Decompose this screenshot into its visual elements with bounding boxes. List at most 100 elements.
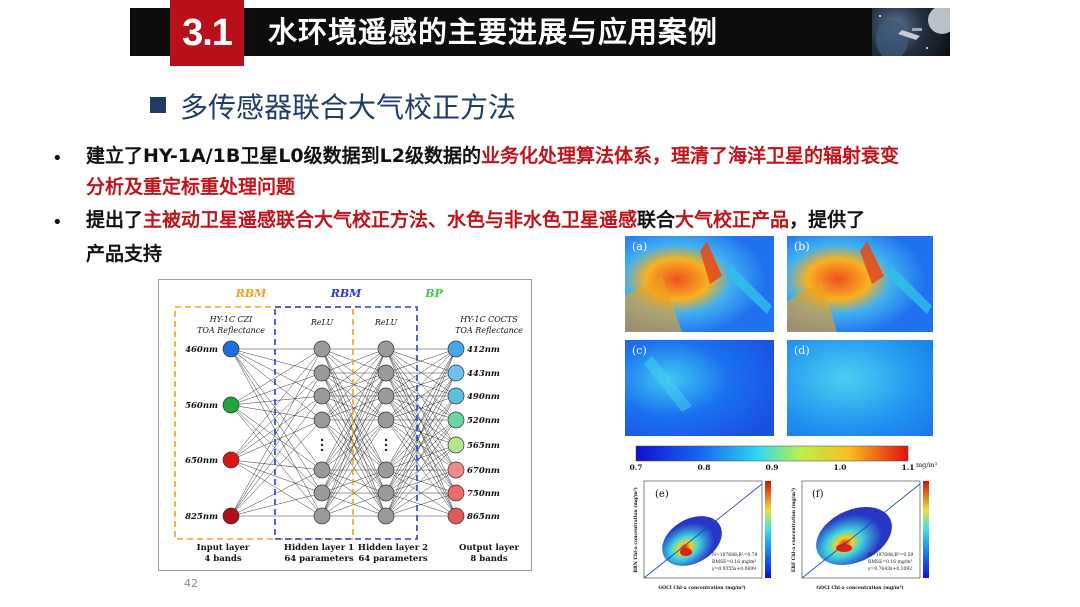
network-edge — [321, 469, 387, 494]
network-edge — [321, 469, 387, 517]
scatter-plot-f: (f) N=197688;R²=0.59 RMSE=0.16 mg/m³ y=0… — [790, 480, 929, 591]
bullet-2-line-2: 产品支持 — [86, 243, 163, 265]
network-edge — [230, 372, 323, 461]
footer-hidden1-count: 64 parameters — [284, 554, 353, 564]
scatter-f-xlabel: GOCI Chl-a concentration (mg/m³) — [816, 584, 903, 591]
map-panel-a: (a) — [625, 236, 774, 332]
hidden2-node — [377, 507, 395, 525]
output-band-label: 565nm — [467, 441, 500, 451]
hidden2-node — [377, 340, 395, 358]
panel-label-b: (b) — [794, 240, 810, 253]
network-edge — [230, 419, 323, 461]
results-figure-svg: (a) (b) (c) (d) 0.7 0.8 0.9 1.0 1.1 mg/m… — [625, 236, 938, 591]
scatter-f-ylabel: ERF Chl-a concentration (mg/m³) — [790, 488, 797, 572]
section-subtitle: 多传感器联合大气校正方法 — [180, 91, 517, 124]
subtitle-marker-icon — [150, 97, 166, 113]
network-edge — [230, 459, 323, 494]
output-header-line-2: TOA Reflectance — [455, 326, 523, 335]
panel-label-e: (e) — [655, 489, 669, 500]
hidden2-node — [377, 411, 395, 429]
footer-hidden2-layer: Hidden layer 2 — [358, 543, 428, 553]
network-edge — [321, 348, 387, 374]
map-panel-d: (d) — [787, 340, 933, 436]
network-nodes: 460nm 560nm 650nm 825nm 412nm 443nm 490nm 520nm… — [185, 340, 500, 525]
ellipsis-dot — [384, 448, 388, 452]
hidden2-node — [377, 484, 395, 502]
hidden1-header: ReLU — [310, 318, 334, 327]
ellipsis-dot — [384, 438, 388, 442]
output-node — [447, 387, 465, 405]
colorbar-tick: 1.1 — [901, 463, 914, 472]
ellipsis-dot — [320, 443, 324, 447]
colorbar-tick-labels: 0.7 0.8 0.9 1.0 1.1 mg/m³ — [629, 461, 937, 472]
network-edge — [385, 469, 457, 494]
scatter-plot-e: (e) N=197688;R²=0.78 RMSE=0.16 mg/m³ y=0… — [632, 480, 771, 591]
output-band-label: 412nm — [467, 345, 500, 355]
network-edge — [230, 404, 323, 471]
network-edge — [385, 419, 457, 494]
section-number-badge: 3.1 — [170, 0, 244, 66]
footer-input-count: 4 bands — [204, 554, 241, 564]
group-label-bp: BP — [424, 287, 443, 300]
output-node — [447, 436, 465, 454]
panel-label-c: (c) — [632, 344, 647, 357]
input-node — [222, 451, 240, 469]
neural-network-svg: RBM RBM BP HY-1C CZI TOA Reflectance ReL… — [174, 287, 523, 564]
network-edge — [321, 419, 387, 517]
ellipsis-dot — [320, 448, 324, 452]
network-connections — [230, 348, 457, 517]
output-node — [447, 461, 465, 479]
network-edge — [385, 469, 457, 517]
network-edge — [230, 348, 323, 397]
ellipsis-dot — [384, 443, 388, 447]
network-edge — [385, 395, 457, 421]
hidden1-node — [313, 507, 331, 525]
network-edge — [385, 348, 457, 421]
network-edge — [230, 404, 323, 517]
network-edge — [230, 348, 323, 461]
colorbar-tick: 0.9 — [765, 463, 778, 472]
network-edge — [385, 444, 457, 471]
network-edge — [321, 348, 387, 494]
hidden2-node — [377, 461, 395, 479]
scatter-e-stat-3: y=0.9355x+0.0699 — [711, 566, 756, 572]
network-edge — [230, 459, 323, 517]
bullet-1-text-a: 建立了HY-1A/1B卫星L0级数据到L2级数据的 — [86, 145, 481, 167]
page-title: 水环境遥感的主要进展与应用案例 — [268, 15, 719, 49]
scatter-f-stat-2: RMSE=0.16 mg/m³ — [868, 559, 913, 565]
colorbar-tick: 0.8 — [697, 463, 710, 472]
bullet-2-text-e: ，提供了 — [789, 209, 866, 231]
network-edge — [230, 348, 323, 494]
footer-input-layer: Input layer — [197, 543, 250, 553]
network-edge — [230, 348, 323, 374]
group-label-rbm-1: RBM — [235, 287, 267, 300]
bullet-1-line-1: 建立了HY-1A/1B卫星L0级数据到L2级数据的业务化处理算法体系，理清了海洋… — [86, 141, 899, 171]
network-edge — [321, 372, 387, 421]
network-edge — [385, 348, 457, 397]
network-edge — [385, 419, 457, 517]
rbm-group-2-box — [274, 306, 418, 540]
network-edge — [230, 419, 323, 517]
colorbar — [635, 445, 909, 462]
hidden1-node — [313, 340, 331, 358]
network-edge — [230, 348, 323, 421]
network-edge — [385, 372, 457, 421]
output-node — [447, 340, 465, 358]
network-edge — [385, 492, 457, 517]
hidden2-node — [377, 364, 395, 382]
panel-label-d: (d) — [794, 344, 810, 357]
output-band-label: 520nm — [467, 416, 500, 426]
network-edge — [385, 348, 457, 374]
network-edge — [230, 348, 323, 471]
network-edge — [230, 372, 323, 406]
network-edge — [230, 404, 323, 494]
footer-output-layer: Output layer — [459, 543, 520, 553]
network-edge — [385, 348, 457, 471]
network-edge — [321, 348, 387, 517]
colorbar-tick: 1.0 — [833, 463, 846, 472]
results-figure: (a) (b) (c) (d) 0.7 0.8 0.9 1.0 1.1 mg/m… — [622, 236, 942, 596]
scatter-e-stat-2: RMSE=0.16 mg/m³ — [712, 559, 757, 565]
input-node — [222, 396, 240, 414]
input-node — [222, 507, 240, 525]
bullet-2-line-1: 提出了主被动卫星遥感联合大气校正方法、水色与非水色卫星遥感联合大气校正产品，提供… — [86, 205, 865, 235]
